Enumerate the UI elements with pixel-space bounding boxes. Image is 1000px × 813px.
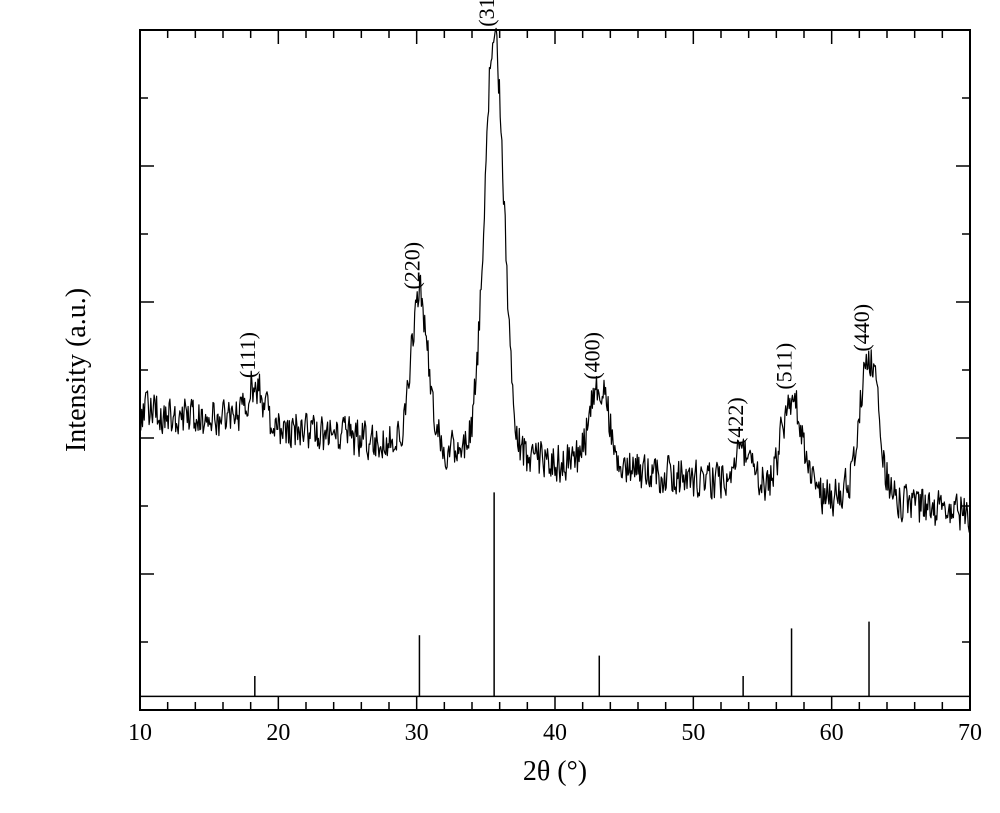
peak-label: (111) — [235, 332, 260, 378]
peak-label: (440) — [849, 304, 874, 352]
xrd-chart: (111) (220) (311) (400) (422) (511) (440) 10 20 3… — [0, 0, 1000, 813]
peak-label: (311) — [474, 0, 499, 27]
x-tick-label: 20 — [266, 720, 290, 746]
x-tick-label: 10 — [128, 720, 152, 746]
y-axis-label: Intensity (a.u.) — [61, 288, 92, 452]
x-tick-label: 60 — [820, 720, 844, 746]
chart-svg: (111) (220) (311) (400) (422) (511) (440) 10 20 3… — [0, 0, 1000, 813]
peak-label: (422) — [723, 397, 748, 445]
x-tick-label: 50 — [681, 720, 705, 746]
x-tick-label: 30 — [405, 720, 429, 746]
x-tick-label: 40 — [543, 720, 567, 746]
peak-label: (220) — [399, 242, 424, 290]
x-tick-label: 70 — [958, 720, 982, 746]
peak-label: (400) — [579, 332, 604, 380]
peak-label: (511) — [772, 343, 797, 390]
x-axis-label: 2θ (°) — [523, 756, 587, 787]
